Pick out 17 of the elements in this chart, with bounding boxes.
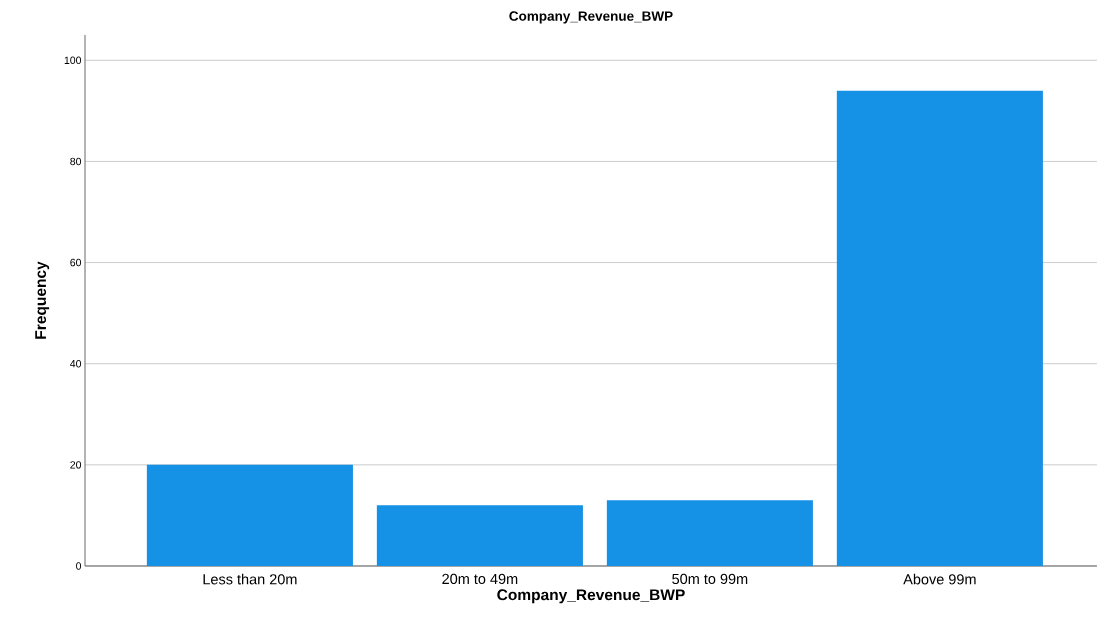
x-tick-label: Above 99m: [903, 573, 976, 585]
x-tick-label: 20m to 49m: [442, 573, 518, 585]
y-tick-label: 40: [70, 360, 82, 368]
x-tick-label: 50m to 99m: [672, 573, 748, 585]
x-tick-label: Less than 20m: [203, 573, 297, 585]
chart-title: Company_Revenue_BWP: [509, 11, 673, 24]
bar: [146, 464, 353, 566]
y-tick-label: 0: [76, 562, 82, 570]
y-axis-title: Frequency: [35, 261, 50, 339]
y-tick-label: 60: [70, 258, 82, 267]
y-tick-label: 100: [64, 56, 82, 64]
bar: [836, 90, 1043, 566]
bar: [376, 505, 583, 566]
y-tick-label: 80: [70, 157, 82, 166]
x-axis-title: Company_Revenue_BWP: [497, 589, 685, 604]
bar: [606, 500, 813, 566]
y-tick-label: 20: [70, 461, 82, 469]
